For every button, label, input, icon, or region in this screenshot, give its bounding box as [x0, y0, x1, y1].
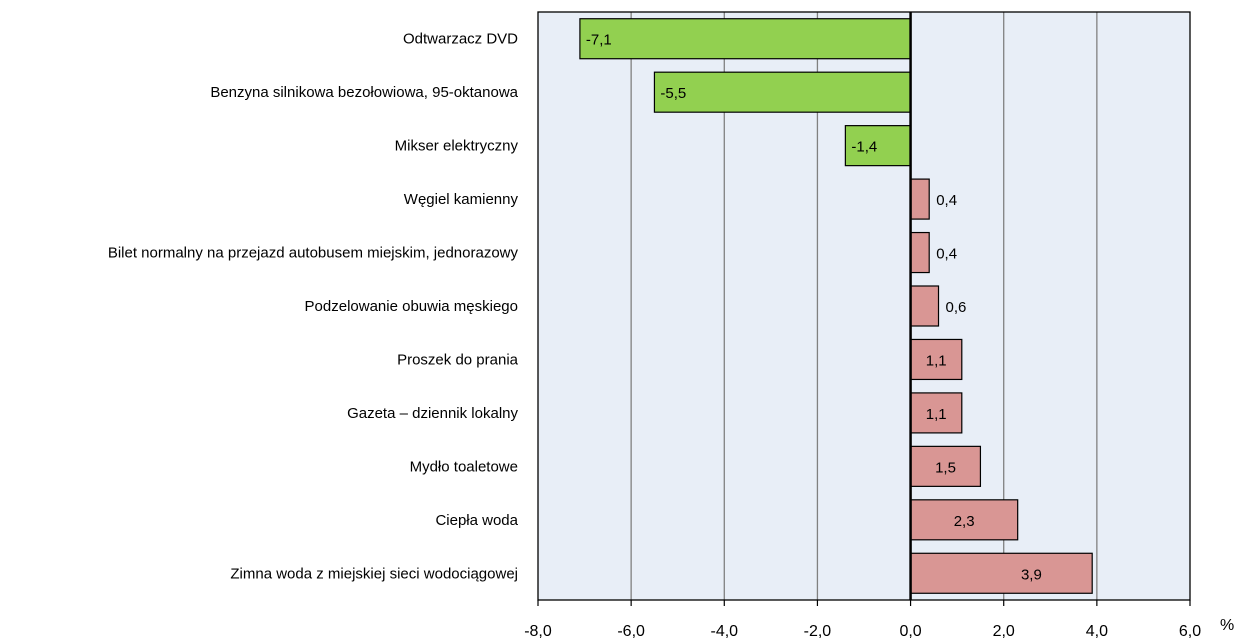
data-label: 2,3 [954, 513, 975, 530]
data-label: -5,5 [660, 85, 686, 102]
category-label: Proszek do prania [397, 351, 519, 368]
x-tick-label: 4,0 [1086, 623, 1108, 640]
data-label: 1,1 [926, 352, 947, 369]
x-tick-label: -2,0 [804, 623, 832, 640]
x-tick-label: -8,0 [524, 623, 552, 640]
x-tick-label: 2,0 [993, 623, 1015, 640]
category-label: Zimna woda z miejskiej sieci wodociągowe… [230, 565, 518, 582]
category-label: Gazeta – dziennik lokalny [347, 405, 518, 422]
data-labels: -7,1 -5,5 -1,4 0,4 0,4 0,6 1,1 1,1 1,5 2,3 3,9 [586, 32, 1042, 584]
category-label: Węgiel kamienny [404, 191, 519, 208]
bar [909, 445, 982, 487]
bar [653, 71, 912, 113]
bar [579, 18, 912, 60]
plot-border [537, 11, 1191, 601]
category-label: Bilet normalny na przejazd autobusem mie… [108, 245, 519, 262]
x-axis-unit-label: % [1220, 617, 1234, 634]
data-label: 0,4 [936, 192, 957, 209]
data-label: -7,1 [586, 32, 612, 49]
category-labels: Odtwarzacz DVD Benzyna silnikowa bezołowi… [108, 31, 519, 583]
category-label: Podzelowanie obuwia męskiego [305, 298, 518, 315]
data-label: 1,5 [935, 459, 956, 476]
x-tick-label: 6,0 [1179, 623, 1201, 640]
category-label: Ciepła woda [435, 512, 518, 529]
bar [909, 178, 930, 220]
category-label: Mydło toaletowe [410, 458, 518, 475]
x-axis-ticks: -8,0 -6,0 -4,0 -2,0 0,0 2,0 4,0 6,0 [524, 600, 1201, 640]
x-tick-label: -6,0 [617, 623, 645, 640]
bar [909, 552, 1093, 594]
data-label: 3,9 [1021, 566, 1042, 583]
category-label: Odtwarzacz DVD [403, 31, 518, 48]
category-label: Mikser elektryczny [395, 138, 519, 155]
bar [909, 285, 940, 327]
data-label: -1,4 [851, 139, 877, 156]
category-label: Benzyna silnikowa bezołowiowa, 95-oktano… [210, 84, 518, 101]
bar [909, 499, 1019, 541]
bar [909, 338, 963, 381]
bars [579, 18, 1093, 594]
bar [909, 231, 930, 274]
x-tick-label: -4,0 [710, 623, 738, 640]
x-tick-label: 0,0 [899, 623, 921, 640]
data-label: 1,1 [926, 406, 947, 423]
data-label: 0,4 [936, 246, 957, 263]
data-label: 0,6 [946, 299, 967, 316]
